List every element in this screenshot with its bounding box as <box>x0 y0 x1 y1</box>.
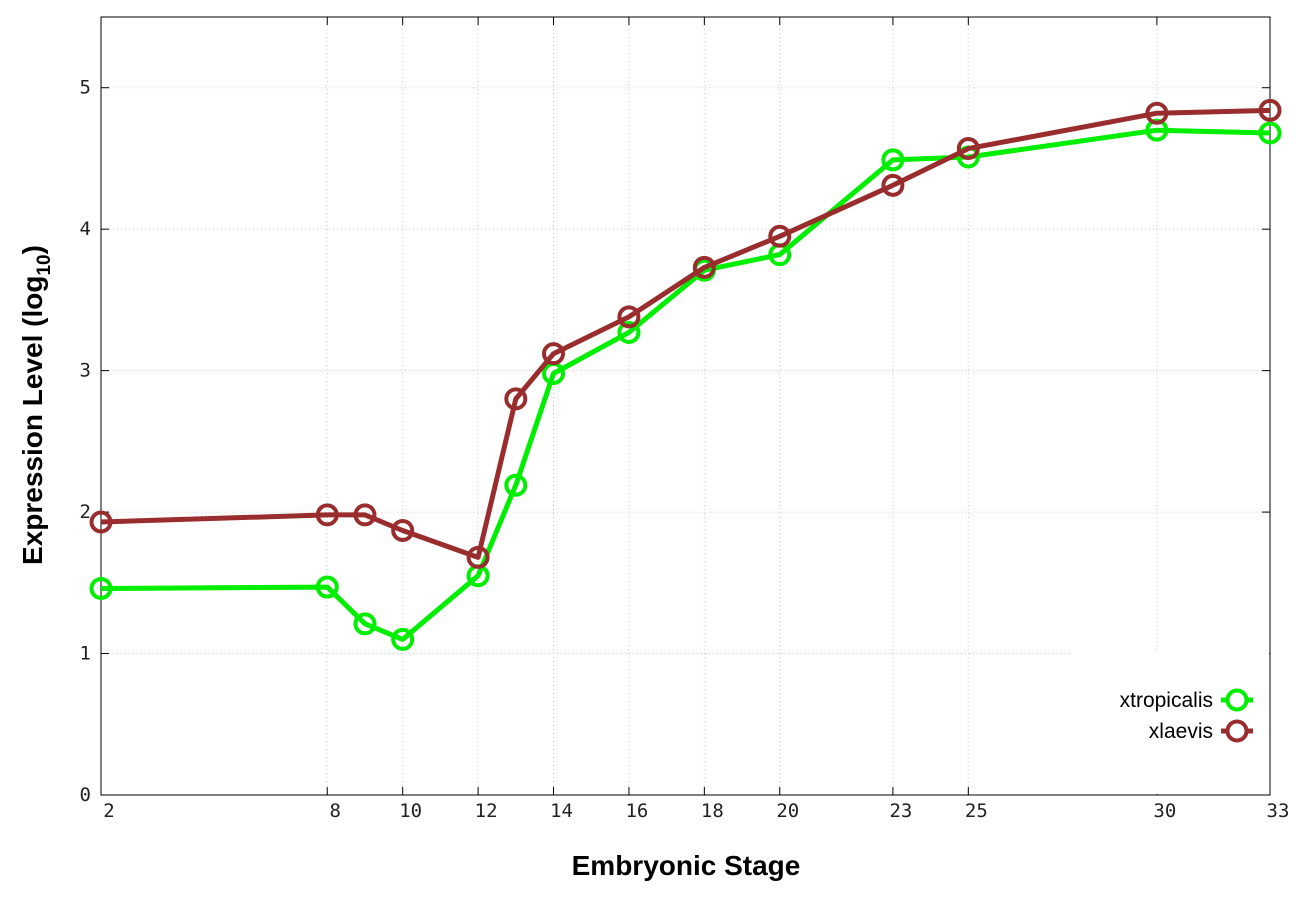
data-point-xtropicalis <box>504 473 528 497</box>
data-point-xtropicalis <box>1258 121 1282 145</box>
x-tick-label: 30 <box>1153 800 1176 822</box>
x-tick-label: 25 <box>965 800 988 822</box>
data-point-xtropicalis <box>391 627 415 651</box>
data-point-xlaevis <box>881 173 905 197</box>
data-point-xlaevis <box>466 545 490 569</box>
data-point-xtropicalis <box>89 576 113 600</box>
data-point-xlaevis <box>768 224 792 248</box>
x-tick-label: 33 <box>1267 800 1290 822</box>
y-axis-title-main: Expression Level (log <box>17 276 48 565</box>
data-point-xlaevis <box>1145 101 1169 125</box>
x-tick-label: 16 <box>625 800 648 822</box>
series-xtropicalis <box>89 118 1282 651</box>
y-axis-title-close: ) <box>17 245 48 254</box>
legend-label-xlaevis: xlaevis <box>1149 720 1213 743</box>
x-tick-label: 14 <box>550 800 573 822</box>
data-point-xlaevis <box>89 510 113 534</box>
data-point-xlaevis <box>617 305 641 329</box>
legend-label-xtropicalis: xtropicalis <box>1120 689 1213 712</box>
x-tick-label: 2 <box>103 800 114 822</box>
legend: xtropicalis xlaevis <box>1073 652 1269 794</box>
y-tick-label: 4 <box>80 218 91 240</box>
series-xlaevis <box>89 98 1282 569</box>
y-tick-label: 2 <box>80 501 91 523</box>
series-line-xlaevis <box>100 107 1271 560</box>
data-point-xtropicalis <box>617 320 641 344</box>
data-point-xtropicalis <box>1145 118 1169 142</box>
plot-border <box>100 16 1271 796</box>
data-point-xtropicalis <box>315 575 339 599</box>
x-axis-title: Embryonic Stage <box>572 850 801 881</box>
x-tick-label: 18 <box>701 800 724 822</box>
y-tick-label: 5 <box>80 77 91 99</box>
x-tick-label: 12 <box>475 800 498 822</box>
data-point-xlaevis <box>956 137 980 161</box>
data-point-xtropicalis <box>881 148 905 172</box>
data-point-xlaevis <box>315 503 339 527</box>
legend-swatch-marker-xtropicalis <box>1225 688 1249 712</box>
data-point-xlaevis <box>542 342 566 366</box>
x-tick-label: 10 <box>399 800 422 822</box>
data-point-xlaevis <box>692 255 716 279</box>
y-tick-label: 1 <box>80 643 91 665</box>
series-line-xtropicalis <box>100 127 1271 642</box>
y-axis-title: Expression Level (log10) <box>17 245 55 565</box>
x-tick-label: 20 <box>776 800 799 822</box>
gridlines <box>101 17 1270 795</box>
data-point-xlaevis <box>353 503 377 527</box>
legend-swatch-marker-xlaevis <box>1225 719 1249 743</box>
y-tick-label: 0 <box>80 784 91 806</box>
y-axis-title-subscript: 10 <box>34 254 55 275</box>
series-lines <box>89 98 1282 651</box>
data-point-xlaevis <box>391 518 415 542</box>
data-point-xtropicalis <box>353 612 377 636</box>
y-tick-label: 3 <box>80 360 91 382</box>
x-tick-label: 8 <box>330 800 341 822</box>
data-point-xlaevis <box>504 387 528 411</box>
data-point-xlaevis <box>1258 98 1282 122</box>
x-tick-label: 23 <box>889 800 912 822</box>
